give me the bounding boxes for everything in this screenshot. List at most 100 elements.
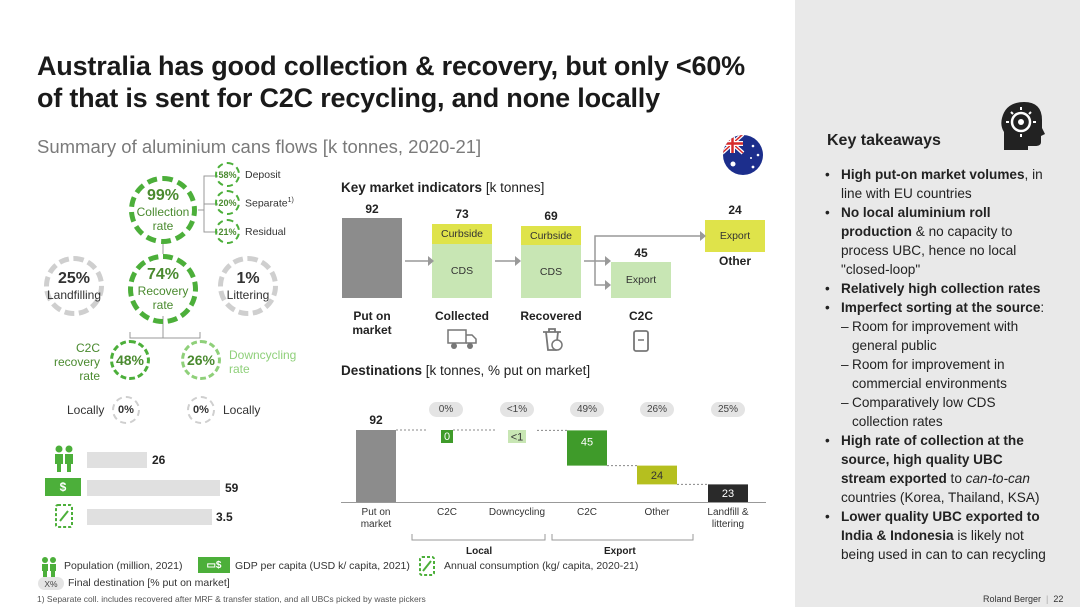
littering-label: Littering (226, 288, 270, 302)
takeaway-1: • High put-on market volumes, in line wit… (825, 167, 1043, 201)
kmi-put-value: 92 (365, 202, 379, 216)
takeaway-6: • Lower quality UBC exported to India & I… (825, 509, 1046, 562)
kmi-other-value: 24 (728, 203, 742, 217)
takeaway-2: • No local aluminium roll production & no… (825, 205, 1017, 277)
takeaways-title: Key takeaways (827, 132, 941, 149)
kmi-collected-cds: CDS (432, 244, 492, 298)
locally-left-label: Locally (67, 403, 105, 417)
dest-xlabel-3: C2C (576, 507, 597, 518)
littering-pct: 1% (236, 270, 260, 287)
landfilling-label: Landfilling (46, 288, 102, 302)
dest-chip-3: 26% (640, 402, 674, 417)
kmi-other-export: Export (705, 220, 765, 252)
kmi-recovered-cds: CDS (521, 245, 581, 298)
can-consumption-icon (55, 504, 73, 528)
c2c-recovery-ring: 48% (110, 340, 150, 380)
kmi-put-label: Put on market (352, 309, 392, 337)
legend-consumption-icon (419, 556, 435, 576)
legend-population: Population (million, 2021) (64, 560, 183, 572)
legend-consumption: Annual consumption (kg/ capita, 2020-21) (444, 560, 639, 572)
dest-chip-4: 25% (711, 402, 745, 417)
dest-xlabel-1: C2C (436, 507, 457, 518)
destinations-chart: 92 0 <1 45 24 23 (356, 413, 748, 502)
collection-rate-pct: 99% (146, 187, 180, 204)
kmi-title: Key market indicators [k tonnes] (341, 180, 545, 195)
dest-bar-label-4: 24 (651, 470, 663, 482)
brand-footer: Roland Berger | 22 (983, 594, 1064, 604)
kmi-other-label: Other (718, 254, 751, 268)
takeaway-3: • Relatively high collection rates (825, 281, 1041, 296)
can-icon (633, 330, 649, 352)
dest-bar-4 (637, 465, 677, 485)
truck-icon (447, 329, 477, 349)
locally-right-label: Locally (223, 403, 261, 417)
dest-xlabel-0: Put on market (360, 507, 392, 530)
population-icon (55, 445, 73, 472)
footnote: 1) Separate coll. includes recovered aft… (37, 594, 426, 604)
dest-bar-label-0: 92 (369, 413, 383, 427)
locally-left-ring: 0% (112, 396, 140, 424)
kmi-recovered-label: Recovered (520, 309, 582, 323)
deposit-pct: 58% (215, 162, 240, 187)
kmi-collected-curbside: Curbside (432, 224, 492, 244)
recovery-rate-pct: 74% (146, 266, 180, 283)
takeaways-list: • High put-on market volumes, in line wit… (825, 165, 1050, 564)
residual-pct: 21% (215, 219, 240, 244)
kmi-c2c-value: 45 (634, 246, 648, 260)
dest-bar-1 (441, 430, 453, 443)
consumption-bar (87, 509, 212, 525)
dest-chip-2: 49% (570, 402, 604, 417)
legend-population-icon (42, 557, 56, 577)
takeaway-4c: – Comparatively low CDS collection rates (841, 395, 996, 429)
kmi-recovered-curbside: Curbside (521, 226, 581, 245)
dest-bar-0 (356, 430, 396, 502)
recovery-rate-label: Recovery rate (137, 284, 189, 312)
export-label: Export (604, 546, 636, 557)
dest-xlabel-5: Landfill & littering (707, 507, 749, 530)
kmi-arrows (405, 231, 706, 290)
separate-pct: 20% (215, 190, 240, 215)
kmi-recovered-value: 69 (544, 209, 558, 223)
local-label: Local (466, 546, 493, 557)
takeaways-panel (795, 0, 1080, 607)
dest-bar-3 (567, 430, 607, 466)
consumption-value: 3.5 (216, 510, 233, 524)
gdp-icon: $ (45, 478, 81, 496)
collection-rate-label: Collection rate (136, 205, 190, 233)
locally-left-pct: 0% (118, 404, 134, 416)
downcycling-ring: 26% (181, 340, 221, 380)
australia-flag-icon (723, 135, 763, 175)
takeaway-4: • Imperfect sorting at the source: (825, 300, 1045, 315)
separate-label: Separate1) (245, 197, 294, 210)
legend-gdp: GDP per capita (USD k/ capita, 2021) (235, 560, 410, 572)
c2c-recovery-label: C2C recovery rate (53, 341, 100, 383)
dest-bar-label-1: 0 (444, 431, 450, 443)
c2c-recovery-pct: 48% (115, 352, 145, 368)
gdp-value: 59 (225, 481, 239, 495)
kmi-c2c-export: Export (611, 262, 671, 298)
dest-chip-1: <1% (500, 402, 534, 417)
page-subtitle: Summary of aluminium cans flows [k tonne… (37, 136, 482, 157)
local-export-brackets (411, 534, 694, 541)
kmi-collected-label: Collected (434, 309, 489, 323)
population-value: 26 (152, 453, 166, 467)
legend-gdp-icon: ▭$ (198, 557, 230, 573)
dest-bar-label-2: <1 (511, 432, 524, 444)
gdp-bar (87, 480, 220, 496)
residual-label: Residual (245, 226, 286, 238)
landfilling-pct: 25% (57, 270, 91, 287)
locally-right-pct: 0% (193, 404, 209, 416)
dest-axis (341, 502, 766, 503)
dest-chip-0: 0% (429, 402, 463, 417)
takeaway-4b: – Room for improvement in commercial envi… (841, 357, 1007, 391)
dest-bar-label-5: 23 (722, 488, 734, 500)
kmi-put-bar (342, 218, 402, 298)
locally-right-ring: 0% (187, 396, 215, 424)
dest-bar-2 (508, 430, 526, 443)
legend-final: Final destination [% put on market] (68, 577, 230, 589)
takeaway-5: • High rate of collection at the source, … (825, 433, 1040, 505)
dest-title: Destinations [k tonnes, % put on market] (341, 363, 591, 378)
kmi-c2c-label: C2C (628, 309, 653, 323)
collection-rate-ring: 99% Collection rate (129, 176, 197, 244)
head-gear-icon (1001, 102, 1045, 150)
